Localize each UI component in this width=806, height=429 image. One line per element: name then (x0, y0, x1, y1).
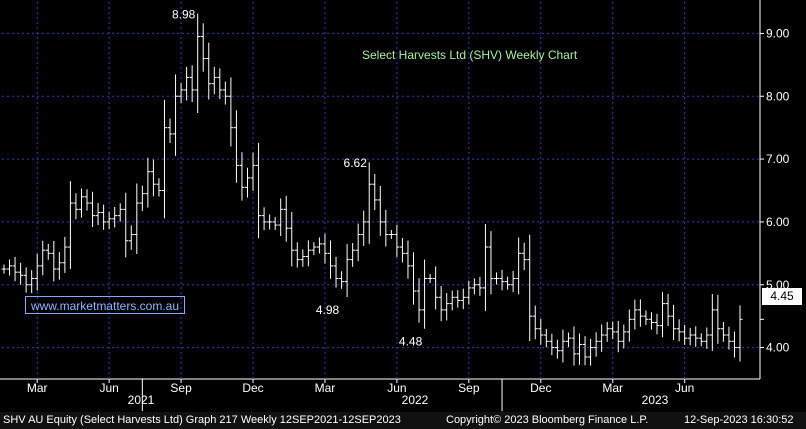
footer-security: SHV AU Equity (Select Harvests Ltd) Grap… (3, 414, 401, 426)
x-tick-label: Jun (675, 381, 694, 395)
footer-copyright: Copyright© 2023 Bloomberg Finance L.P. (446, 414, 649, 426)
year-label: 2023 (642, 393, 669, 407)
x-tick-label: Jun (99, 381, 118, 395)
x-tick-label: Mar (315, 381, 336, 395)
footer-timestamp: 12-Sep-2023 16:30:52 (684, 414, 794, 426)
y-tick-label: 6.00 (766, 215, 790, 229)
year-label: 2021 (128, 393, 155, 407)
price-annotation: 4.98 (316, 303, 340, 317)
watermark: www.marketmatters.com.au (25, 296, 185, 314)
x-tick-label: Mar (27, 381, 48, 395)
y-tick-label: 7.00 (766, 152, 790, 166)
x-tick-label: Dec (530, 381, 551, 395)
x-tick-label: Jun (387, 381, 406, 395)
x-tick-label: Mar (602, 381, 623, 395)
chart-title: Select Harvests Ltd (SHV) Weekly Chart (362, 48, 578, 62)
x-tick-label: Dec (242, 381, 263, 395)
x-tick-label: Sep (458, 381, 480, 395)
year-label: 2022 (402, 393, 429, 407)
y-tick-label: 4.00 (766, 341, 790, 355)
price-annotation: 8.98 (172, 8, 196, 22)
y-tick-label: 8.00 (766, 89, 790, 103)
footer-bar: SHV AU Equity (Select Harvests Ltd) Grap… (0, 412, 806, 429)
x-tick-label: Sep (170, 381, 192, 395)
price-annotation: 6.62 (344, 156, 368, 170)
last-price-label: 4.45 (762, 288, 802, 305)
price-annotation: 4.48 (399, 334, 423, 348)
y-tick-label: 9.00 (766, 26, 790, 40)
